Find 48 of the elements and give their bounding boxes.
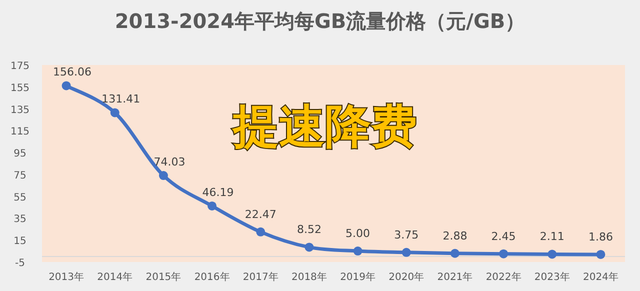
point bbox=[450, 248, 460, 258]
y-tick-label: 95 bbox=[14, 148, 26, 160]
x-tick-label: 2017年 bbox=[242, 271, 278, 283]
point bbox=[256, 227, 266, 236]
y-tick-label: 35 bbox=[14, 214, 26, 226]
y-tick-label: 55 bbox=[14, 192, 26, 204]
x-tick-label: 2015年 bbox=[146, 271, 182, 283]
point bbox=[110, 108, 120, 118]
data-label: 22.47 bbox=[244, 208, 276, 221]
chart-title: 2013-2024年平均每GB流量价格（元/GB） bbox=[114, 9, 526, 33]
data-label: 8.52 bbox=[296, 223, 322, 236]
data-label: 2.45 bbox=[491, 230, 516, 243]
y-tick-label: 15 bbox=[14, 236, 26, 248]
data-label: 3.75 bbox=[394, 228, 419, 242]
y-tick-label: 115 bbox=[10, 126, 30, 138]
point bbox=[596, 250, 606, 259]
x-tick-label: 2014年 bbox=[97, 271, 133, 283]
point bbox=[208, 201, 217, 210]
point bbox=[499, 249, 508, 258]
data-label: 2.88 bbox=[442, 229, 468, 242]
point bbox=[62, 81, 71, 90]
y-tick-label: 175 bbox=[10, 61, 30, 72]
point bbox=[158, 171, 168, 180]
point bbox=[402, 248, 411, 257]
data-label: 156.06 bbox=[53, 66, 92, 79]
y-tick-label: 135 bbox=[10, 104, 30, 116]
point bbox=[548, 250, 557, 259]
data-label: 2.11 bbox=[540, 230, 564, 244]
x-tick-label: 2020年 bbox=[388, 271, 424, 283]
x-tick-label: 2023年 bbox=[534, 271, 570, 283]
y-tick-label: -5 bbox=[15, 258, 25, 269]
data-label: 74.03 bbox=[154, 156, 186, 169]
x-tick-label: 2024年 bbox=[582, 271, 618, 283]
x-tick-label: 2016年 bbox=[194, 271, 230, 283]
x-tick-label: 2013年 bbox=[48, 271, 84, 283]
x-tick-label: 2018年 bbox=[291, 271, 327, 283]
point bbox=[353, 246, 362, 256]
data-label: 5.00 bbox=[346, 227, 370, 240]
x-tick-label: 2022年 bbox=[486, 271, 522, 283]
point bbox=[304, 242, 314, 252]
x-tick-label: 2019年 bbox=[340, 271, 376, 283]
y-tick-label: 155 bbox=[10, 82, 30, 94]
x-tick-label: 2021年 bbox=[437, 271, 473, 283]
annotation: 提速降费 bbox=[231, 99, 417, 153]
data-label: 131.41 bbox=[102, 92, 140, 106]
data-label: 1.86 bbox=[588, 230, 613, 244]
y-tick-label: 75 bbox=[14, 170, 26, 182]
data-label: 46.19 bbox=[202, 186, 234, 199]
